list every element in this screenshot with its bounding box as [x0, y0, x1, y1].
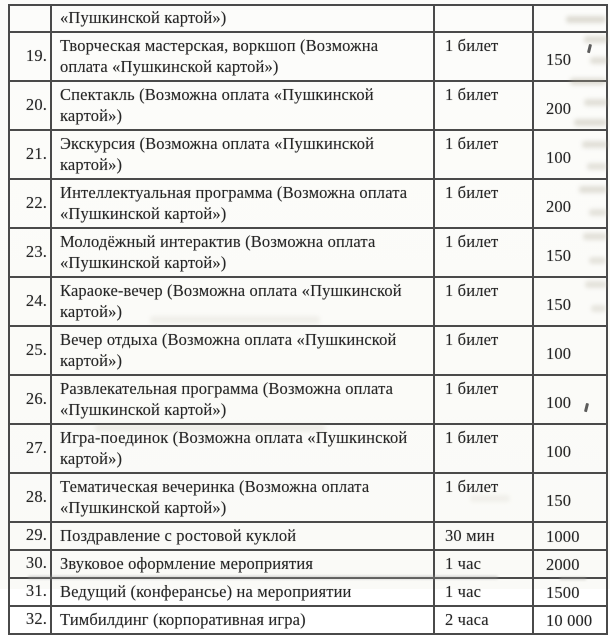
- row-unit: 1 час: [433, 577, 534, 607]
- row-description: Интеллектуальная программа (Возможна опл…: [50, 178, 435, 229]
- table-row: «Пушкинской картой»): [8, 4, 608, 33]
- row-number: 29.: [8, 521, 52, 551]
- scan-smear: [560, 577, 586, 580]
- row-unit: 1 билет: [433, 325, 534, 376]
- row-description: Вечер отдыха (Возможна оплата «Пушкинско…: [50, 325, 435, 376]
- row-number: 28.: [8, 472, 52, 523]
- row-unit: 30 мин: [433, 521, 534, 551]
- row-price: 150: [532, 31, 608, 82]
- row-number: 32.: [8, 605, 52, 635]
- row-unit: 1 билет: [433, 178, 534, 229]
- row-number: 26.: [8, 374, 52, 425]
- row-unit: 1 билет: [433, 227, 534, 278]
- row-number: 25.: [8, 325, 52, 376]
- row-description: Развлекательная программа (Возможна опла…: [50, 374, 435, 425]
- table-row: 21. Экскурсия (Возможна оплата «Пушкинск…: [8, 129, 608, 180]
- table-row: 22. Интеллектуальная программа (Возможна…: [8, 178, 608, 229]
- row-price: 2000: [532, 549, 608, 579]
- row-description: Молодёжный интерактив (Возможна оплата «…: [50, 227, 435, 278]
- table-row: 26. Развлекательная программа (Возможна …: [8, 374, 608, 425]
- row-description: Звуковое оформление мероприятия: [50, 549, 435, 579]
- row-description: Ведущий (конферансье) на мероприятии: [50, 577, 435, 607]
- row-number: 23.: [8, 227, 52, 278]
- row-number: 24.: [8, 276, 52, 327]
- row-number: 20.: [8, 80, 52, 131]
- row-description: Экскурсия (Возможна оплата «Пушкинской к…: [50, 129, 435, 180]
- scan-smear: [28, 576, 498, 579]
- row-price: 150: [532, 276, 608, 327]
- row-price: 100: [532, 423, 608, 474]
- table-row: 27. Игра-поединок (Возможна оплата «Пушк…: [8, 423, 608, 474]
- row-number: 27.: [8, 423, 52, 474]
- row-description: Тематическая вечеринка (Возможна оплата …: [50, 472, 435, 523]
- row-unit: [433, 4, 534, 33]
- row-unit: 1 час: [433, 549, 534, 579]
- row-price: 10 000: [532, 605, 608, 635]
- row-unit: 1 билет: [433, 80, 534, 131]
- row-unit: 1 билет: [433, 31, 534, 82]
- table-row: 30. Звуковое оформление мероприятия 1 ча…: [8, 549, 608, 579]
- table-row: 23. Молодёжный интерактив (Возможна опла…: [8, 227, 608, 278]
- row-number: 19.: [8, 31, 52, 82]
- row-description: «Пушкинской картой»): [50, 4, 435, 33]
- row-unit: 1 билет: [433, 423, 534, 474]
- table-row: 20. Спектакль (Возможна оплата «Пушкинск…: [8, 80, 608, 131]
- row-price: 1000: [532, 521, 608, 551]
- row-description: Тимбилдинг (корпоративная игра): [50, 605, 435, 635]
- table-row: 32. Тимбилдинг (корпоративная игра) 2 ча…: [8, 605, 608, 635]
- row-price: [532, 4, 608, 33]
- row-price: 150: [532, 227, 608, 278]
- row-description: Поздравление с ростовой куклой: [50, 521, 435, 551]
- row-price: 100: [532, 374, 608, 425]
- row-description: Спектакль (Возможна оплата «Пушкинской к…: [50, 80, 435, 131]
- row-description: Игра-поединок (Возможна оплата «Пушкинск…: [50, 423, 435, 474]
- row-price: 100: [532, 325, 608, 376]
- row-price: 1500: [532, 577, 608, 607]
- row-description: Творческая мастерская, воркшоп (Возможна…: [50, 31, 435, 82]
- row-unit: 1 билет: [433, 374, 534, 425]
- price-table-body: «Пушкинской картой») 19. Творческая маст…: [8, 4, 608, 635]
- table-row: 24. Караоке-вечер (Возможна оплата «Пушк…: [8, 276, 608, 327]
- row-description: Караоке-вечер (Возможна оплата «Пушкинск…: [50, 276, 435, 327]
- row-unit: 1 билет: [433, 472, 534, 523]
- table-row: 25. Вечер отдыха (Возможна оплата «Пушки…: [8, 325, 608, 376]
- table-row: 19. Творческая мастерская, воркшоп (Возм…: [8, 31, 608, 82]
- row-unit: 1 билет: [433, 276, 534, 327]
- row-unit: 2 часа: [433, 605, 534, 635]
- price-table: «Пушкинской картой») 19. Творческая маст…: [8, 4, 608, 635]
- row-unit: 1 билет: [433, 129, 534, 180]
- row-number: 22.: [8, 178, 52, 229]
- row-number: 31.: [8, 577, 52, 607]
- row-number: 21.: [8, 129, 52, 180]
- row-price: 100: [532, 129, 608, 180]
- row-price: 200: [532, 80, 608, 131]
- row-price: 200: [532, 178, 608, 229]
- table-row: 31. Ведущий (конферансье) на мероприятии…: [8, 577, 608, 607]
- row-number: 30.: [8, 549, 52, 579]
- table-row: 28. Тематическая вечеринка (Возможна опл…: [8, 472, 608, 523]
- row-price: 150: [532, 472, 608, 523]
- row-number: [8, 4, 52, 33]
- table-row: 29. Поздравление с ростовой куклой 30 ми…: [8, 521, 608, 551]
